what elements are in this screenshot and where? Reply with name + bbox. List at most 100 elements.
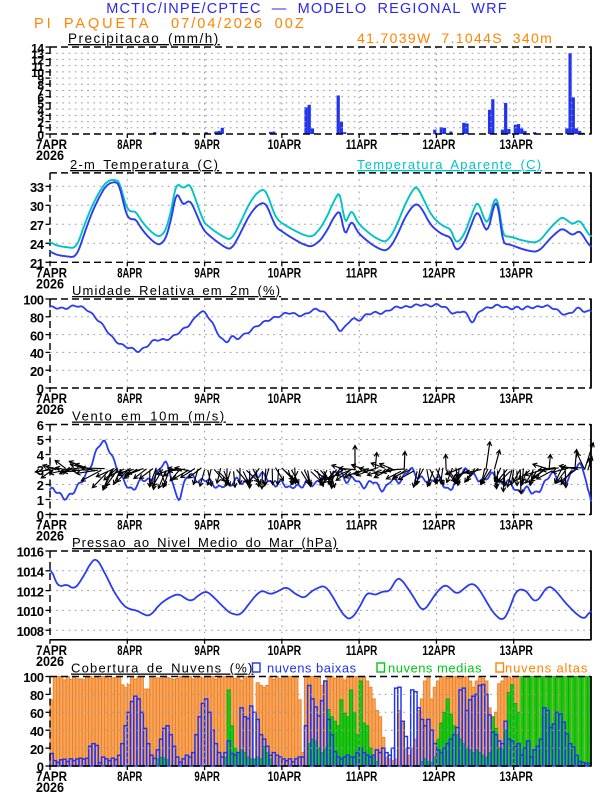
- svg-text:6: 6: [37, 418, 44, 433]
- svg-text:8APR: 8APR: [117, 643, 142, 658]
- svg-text:13: 13: [31, 48, 44, 62]
- svg-text:27: 27: [30, 218, 44, 233]
- svg-text:2-m Temperatura (C): 2-m Temperatura (C): [70, 157, 219, 172]
- svg-text:60: 60: [30, 328, 44, 343]
- svg-text:1014: 1014: [17, 565, 45, 580]
- svg-text:nuvens altas: nuvens altas: [505, 661, 588, 676]
- svg-text:10APR: 10APR: [268, 265, 302, 280]
- svg-text:Umidade Relativa em 2m (%): Umidade Relativa em 2m (%): [72, 283, 281, 298]
- svg-text:40: 40: [30, 724, 44, 739]
- svg-text:13APR: 13APR: [499, 518, 533, 533]
- svg-text:9APR: 9APR: [194, 643, 220, 658]
- svg-text:11APR: 11APR: [346, 518, 378, 533]
- svg-text:13APR: 13APR: [499, 643, 533, 658]
- svg-text:1: 1: [37, 122, 44, 136]
- svg-text:MCTIC/INPE/CPTEC — MODELO REGI: MCTIC/INPE/CPTEC — MODELO REGIONAL WRF: [106, 1, 508, 17]
- svg-text:8APR: 8APR: [117, 769, 142, 784]
- svg-text:9APR: 9APR: [194, 518, 220, 533]
- svg-text:8: 8: [37, 79, 44, 93]
- svg-text:2026: 2026: [36, 402, 64, 417]
- svg-text:11APR: 11APR: [346, 391, 378, 406]
- svg-text:2026: 2026: [36, 148, 64, 163]
- svg-text:1: 1: [37, 493, 44, 508]
- svg-text:Cobertura de Nuvens (%): Cobertura de Nuvens (%): [71, 661, 254, 676]
- svg-text:13APR: 13APR: [499, 137, 533, 152]
- svg-text:7: 7: [37, 85, 44, 99]
- svg-text:0: 0: [37, 382, 44, 397]
- svg-text:2026: 2026: [36, 780, 64, 792]
- svg-text:8APR: 8APR: [117, 391, 142, 406]
- svg-text:10APR: 10APR: [268, 643, 302, 658]
- svg-text:12APR: 12APR: [422, 137, 455, 152]
- svg-text:7APR: 7APR: [36, 265, 67, 280]
- svg-text:11: 11: [32, 60, 45, 74]
- svg-text:7APR: 7APR: [36, 518, 67, 533]
- svg-text:Temperatura Aparente (C): Temperatura Aparente (C): [357, 157, 542, 172]
- svg-text:5: 5: [37, 433, 44, 448]
- svg-text:11APR: 11APR: [346, 137, 378, 152]
- svg-text:10APR: 10APR: [268, 391, 302, 406]
- svg-text:41.7039W 7.1044S 340m: 41.7039W 7.1044S 340m: [357, 30, 553, 46]
- svg-text:80: 80: [30, 688, 44, 703]
- svg-text:9APR: 9APR: [194, 265, 220, 280]
- svg-text:7APR: 7APR: [36, 391, 67, 406]
- svg-text:10APR: 10APR: [268, 518, 302, 533]
- svg-text:11APR: 11APR: [346, 265, 378, 280]
- svg-text:7APR: 7APR: [36, 769, 67, 784]
- svg-text:12APR: 12APR: [422, 769, 455, 784]
- svg-text:7APR: 7APR: [36, 643, 67, 658]
- svg-text:21: 21: [30, 256, 44, 271]
- svg-text:1008: 1008: [17, 624, 44, 639]
- svg-text:6: 6: [37, 91, 44, 105]
- svg-text:8APR: 8APR: [117, 518, 142, 533]
- svg-text:12APR: 12APR: [422, 643, 455, 658]
- svg-text:2026: 2026: [36, 276, 64, 291]
- svg-text:3: 3: [37, 110, 44, 124]
- svg-text:100: 100: [23, 670, 43, 685]
- svg-text:9APR: 9APR: [194, 137, 220, 152]
- svg-text:10APR: 10APR: [268, 137, 302, 152]
- svg-text:11APR: 11APR: [346, 643, 378, 658]
- svg-text:0: 0: [37, 508, 44, 523]
- svg-text:0: 0: [37, 128, 44, 142]
- svg-text:Pressao ao Nivel Medio do Mar: Pressao ao Nivel Medio do Mar (hPa): [72, 535, 338, 550]
- svg-text:2: 2: [37, 116, 44, 130]
- svg-text:1016: 1016: [17, 545, 44, 560]
- svg-text:4: 4: [37, 103, 44, 117]
- svg-text:2026: 2026: [36, 654, 64, 669]
- svg-text:40: 40: [30, 346, 44, 361]
- svg-text:10: 10: [31, 66, 44, 80]
- svg-text:60: 60: [30, 706, 44, 721]
- svg-text:33: 33: [30, 180, 44, 195]
- svg-text:nuvens baixas: nuvens baixas: [267, 661, 357, 676]
- svg-text:11APR: 11APR: [346, 769, 378, 784]
- svg-text:9: 9: [37, 72, 44, 86]
- svg-text:20: 20: [30, 742, 44, 757]
- svg-text:Precipitacao (mm/h): Precipitacao (mm/h): [68, 31, 220, 46]
- svg-text:9APR: 9APR: [194, 769, 220, 784]
- svg-text:5: 5: [37, 97, 44, 111]
- svg-text:14: 14: [31, 41, 44, 55]
- svg-text:20: 20: [30, 364, 44, 379]
- svg-text:nuvens medias: nuvens medias: [388, 661, 482, 676]
- svg-text:0: 0: [37, 760, 44, 775]
- svg-text:Vento em 10m (m/s): Vento em 10m (m/s): [72, 409, 226, 424]
- svg-text:12APR: 12APR: [422, 518, 455, 533]
- svg-text:7APR: 7APR: [36, 137, 67, 152]
- svg-text:24: 24: [30, 237, 45, 252]
- svg-text:10APR: 10APR: [268, 769, 302, 784]
- svg-text:13APR: 13APR: [499, 769, 533, 784]
- svg-text:12: 12: [31, 54, 44, 68]
- svg-text:12APR: 12APR: [422, 265, 455, 280]
- svg-text:30: 30: [30, 199, 44, 214]
- svg-text:2: 2: [37, 478, 44, 493]
- svg-text:13APR: 13APR: [499, 391, 533, 406]
- svg-text:1010: 1010: [17, 604, 44, 619]
- svg-text:80: 80: [30, 311, 44, 326]
- svg-text:4: 4: [37, 448, 45, 463]
- svg-text:8APR: 8APR: [117, 137, 142, 152]
- svg-text:PI PAQUETA: PI PAQUETA: [34, 16, 151, 32]
- svg-text:8APR: 8APR: [117, 265, 142, 280]
- svg-text:9APR: 9APR: [194, 391, 220, 406]
- svg-text:2026: 2026: [36, 529, 64, 544]
